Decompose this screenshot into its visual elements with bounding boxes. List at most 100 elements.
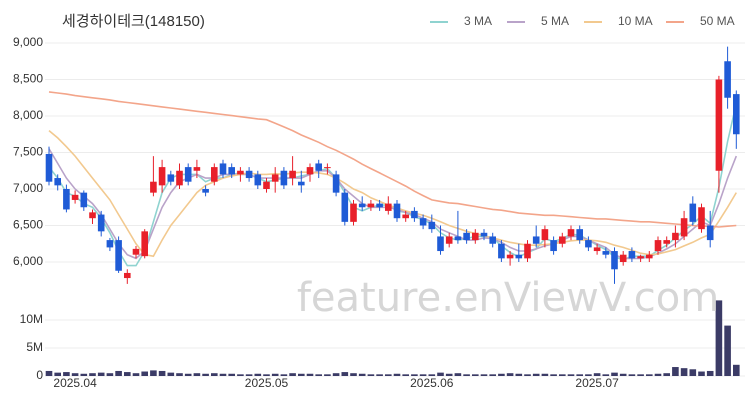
volume-bar: [585, 374, 592, 376]
candle-body: [332, 174, 340, 193]
candle-body: [150, 181, 157, 193]
volume-bar: [237, 374, 244, 376]
candle-body: [619, 254, 627, 262]
volume-bar: [393, 373, 401, 376]
candle-body: [45, 153, 53, 182]
candle-body: [611, 251, 618, 270]
volume-bar: [219, 373, 227, 376]
candle-body: [341, 192, 349, 222]
volume-bar: [593, 373, 601, 376]
candle-body: [306, 167, 314, 175]
volume-bar: [602, 374, 610, 376]
volume-bar: [646, 374, 653, 376]
candle-body: [637, 256, 644, 259]
volume-bar: [715, 300, 723, 376]
volume-bar: [559, 374, 566, 376]
candle-body: [663, 240, 670, 244]
volume-bar: [315, 374, 322, 376]
volume-bar: [663, 373, 670, 376]
legend-label: 10 MA: [618, 14, 653, 28]
candle-body: [532, 236, 540, 244]
candle-body: [593, 247, 601, 252]
x-tick-label: 2025.04: [53, 376, 97, 390]
candle-body: [402, 214, 409, 219]
candle-body: [176, 170, 183, 186]
candle-body: [445, 236, 453, 244]
candle-body: [393, 203, 401, 219]
candle-body: [219, 163, 227, 175]
candle-body: [515, 254, 523, 259]
x-tick-label: 2025.07: [575, 376, 619, 390]
candle-body: [567, 229, 575, 237]
y-tick-label: 9,000: [13, 35, 43, 49]
candle-body: [115, 240, 122, 271]
candle-body: [193, 167, 201, 171]
volume-bar: [654, 373, 662, 376]
candle-body: [698, 207, 705, 230]
candle-body: [498, 243, 505, 259]
candle-body: [541, 229, 549, 241]
candle-body: [80, 192, 88, 208]
candle-body: [472, 232, 479, 241]
volume-bar: [472, 374, 479, 376]
candle-body: [680, 218, 688, 237]
candle-body: [463, 232, 470, 241]
candle-body: [350, 203, 357, 222]
candle-body: [202, 189, 209, 193]
volume-bar: [498, 373, 505, 376]
candle-body: [411, 210, 418, 219]
volume-bar: [506, 373, 514, 376]
volume-bar: [358, 373, 366, 376]
candle-body: [376, 203, 383, 208]
volume-bar: [428, 374, 436, 376]
volume-bar: [254, 373, 262, 376]
volume-bar: [532, 373, 540, 376]
ma-line: [48, 129, 737, 258]
chart-title: 세경하이테크(148150): [62, 13, 205, 30]
legend-label: 5 MA: [541, 14, 569, 28]
volume-bar: [324, 374, 331, 376]
volume-bar: [524, 374, 531, 376]
candle-body: [280, 170, 288, 186]
candle-body: [628, 251, 636, 259]
y-tick-label: 8,000: [13, 108, 43, 122]
volume-bar: [733, 364, 740, 376]
candle-body: [576, 229, 583, 241]
candle-body: [602, 251, 610, 255]
candle-body: [298, 181, 305, 186]
candle-body: [89, 212, 96, 219]
candle-body: [132, 248, 140, 255]
volume-bar: [89, 373, 96, 376]
volume-bar: [402, 374, 409, 376]
volume-bar: [680, 368, 688, 376]
volume-bar: [280, 374, 288, 376]
volume-bar: [289, 373, 296, 376]
candle-body: [71, 194, 79, 200]
candle-body: [654, 240, 662, 252]
candle-body: [97, 214, 105, 232]
volume-bar: [463, 374, 470, 376]
volume-bar: [211, 373, 218, 376]
candle-body: [158, 167, 166, 186]
candle-body: [263, 181, 270, 189]
volume-bar: [115, 370, 122, 376]
y-tick-label: 0: [36, 368, 43, 382]
ma-line: [48, 148, 738, 260]
candle-body: [228, 167, 235, 175]
candle-body: [385, 203, 392, 211]
candle-body: [367, 203, 375, 208]
volume-bar: [245, 374, 253, 376]
candle-body: [733, 94, 740, 135]
volume-bar: [480, 374, 488, 376]
volume-bar: [332, 373, 340, 376]
candle-body: [54, 178, 61, 186]
candle-body: [559, 236, 566, 244]
volume-bar: [419, 374, 427, 376]
y-tick-label: 6,500: [13, 218, 43, 232]
volume-bar: [445, 373, 453, 376]
volume-bar: [724, 325, 731, 376]
candle-body: [271, 174, 279, 182]
candle-body: [506, 254, 514, 259]
candle-body: [489, 236, 496, 244]
volume-bar: [71, 373, 79, 376]
